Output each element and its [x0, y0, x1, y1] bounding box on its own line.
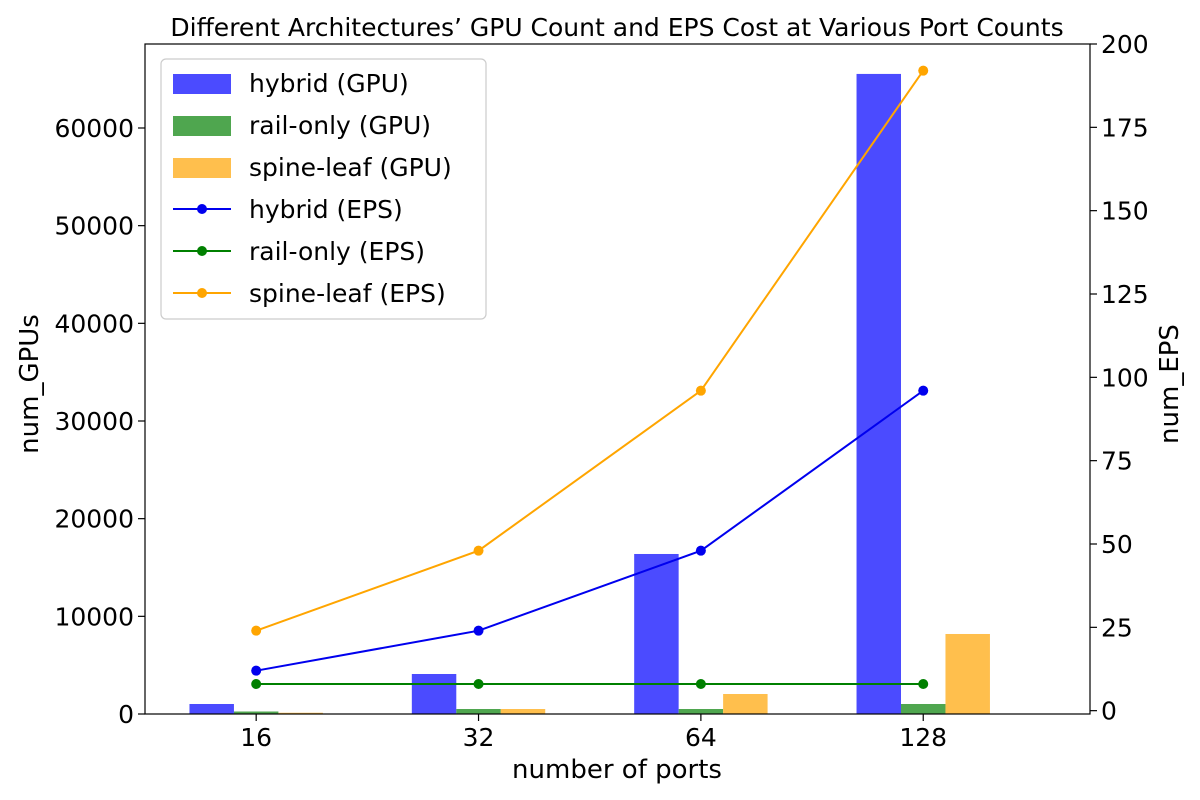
y2-axis-label: num_EPS	[1155, 324, 1185, 444]
y-tick-label: 40000	[54, 309, 134, 338]
y2-axis: 0 25 50 75 100 125 150 175 200	[1090, 30, 1149, 726]
legend-label: spine-leaf (EPS)	[249, 279, 446, 308]
point-1-1	[473, 679, 484, 689]
y2-tick-label: 25	[1101, 613, 1133, 642]
legend-box	[160, 58, 487, 320]
bar-1-2	[678, 708, 724, 714]
y2-tick-label: 75	[1101, 447, 1133, 476]
point-1-0	[251, 679, 262, 689]
y2-tick-label: 150	[1101, 197, 1149, 226]
bar-2-0	[278, 712, 323, 714]
x-axis: 16 32 64 128	[240, 714, 947, 752]
bar-0-0	[189, 703, 234, 714]
bar-0-3	[856, 73, 901, 715]
point-2-0	[251, 625, 262, 636]
point-1-3	[918, 679, 929, 689]
bar-2-3	[945, 633, 990, 714]
legend-label: rail-only (GPU)	[249, 111, 431, 140]
y2-tick-label: 200	[1101, 30, 1149, 59]
series-line-0	[256, 389, 924, 672]
legend-marker	[197, 204, 207, 214]
point-1-2	[695, 679, 706, 689]
x-tick-label: 128	[899, 723, 947, 752]
plot-frame	[144, 43, 1091, 715]
legend-swatch	[173, 74, 231, 94]
y2-tick-label: 125	[1101, 280, 1149, 309]
point-2-3	[918, 65, 929, 76]
lines-layer	[251, 65, 929, 689]
point-0-2	[695, 545, 706, 556]
bar-1-0	[233, 711, 279, 714]
x-tick-label: 16	[240, 723, 272, 752]
series-line-2	[255, 70, 925, 632]
legend-marker	[197, 246, 207, 256]
bar-0-2	[634, 553, 679, 714]
y-tick-label: 0	[118, 700, 134, 729]
legend-swatch	[173, 158, 231, 178]
point-2-2	[695, 385, 706, 396]
chart-title: Different Architectures’ GPU Count and E…	[170, 13, 1063, 42]
y-tick-label: 20000	[54, 505, 134, 534]
legend: hybrid (GPU) rail-only (GPU) spine-leaf (G…	[160, 58, 487, 320]
y-tick-label: 50000	[54, 212, 134, 241]
bar-1-3	[901, 703, 946, 714]
point-0-3	[918, 385, 929, 396]
legend-label: hybrid (GPU)	[249, 69, 409, 98]
bar-2-2	[723, 693, 768, 714]
point-0-0	[251, 665, 262, 676]
point-2-1	[473, 545, 484, 556]
bar-0-1	[411, 673, 457, 714]
y2-tick-label: 175	[1101, 113, 1149, 142]
y2-tick-label: 0	[1101, 697, 1117, 726]
y-axis: 0 10000 20000 30000 40000 50000 60000	[54, 114, 145, 729]
legend-marker	[197, 288, 207, 298]
legend-label: hybrid (EPS)	[249, 195, 403, 224]
y2-tick-label: 100	[1101, 363, 1149, 392]
bars-layer	[189, 73, 990, 715]
y-tick-label: 10000	[54, 602, 134, 631]
bar-2-1	[500, 708, 546, 714]
x-tick-label: 32	[463, 723, 495, 752]
y-axis-label: num_GPUs	[15, 314, 45, 454]
y2-tick-label: 50	[1101, 530, 1133, 559]
legend-label: rail-only (EPS)	[249, 237, 425, 266]
y-tick-label: 30000	[54, 407, 134, 436]
x-tick-label: 64	[685, 723, 717, 752]
point-0-1	[473, 625, 484, 636]
y-tick-label: 60000	[54, 114, 134, 143]
x-axis-label: number of ports	[512, 755, 722, 785]
legend-swatch	[173, 116, 231, 136]
legend-label: spine-leaf (GPU)	[249, 153, 452, 182]
bar-1-1	[456, 708, 501, 714]
